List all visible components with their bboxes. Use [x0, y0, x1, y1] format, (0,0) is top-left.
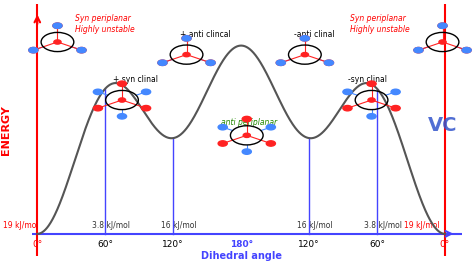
Text: Syn periplanar
Highly unstable: Syn periplanar Highly unstable: [350, 14, 410, 34]
Circle shape: [93, 89, 102, 94]
Circle shape: [439, 40, 446, 44]
Circle shape: [218, 124, 227, 130]
Text: 16 kJ/mol: 16 kJ/mol: [297, 221, 333, 230]
Circle shape: [158, 60, 167, 65]
Circle shape: [182, 36, 191, 41]
Circle shape: [142, 106, 151, 111]
Circle shape: [367, 81, 376, 86]
Circle shape: [391, 106, 400, 111]
Text: 19 kJ/mol: 19 kJ/mol: [404, 221, 440, 230]
Circle shape: [158, 60, 167, 65]
Circle shape: [368, 98, 375, 102]
Text: ENERGY: ENERGY: [0, 105, 10, 155]
Circle shape: [276, 60, 285, 65]
Circle shape: [266, 141, 275, 146]
Circle shape: [182, 36, 191, 41]
Circle shape: [142, 89, 151, 94]
Circle shape: [218, 141, 227, 146]
Text: anti periplanar: anti periplanar: [221, 118, 277, 127]
Circle shape: [462, 47, 471, 53]
Text: 0°: 0°: [440, 240, 450, 250]
Circle shape: [206, 60, 215, 65]
Circle shape: [266, 124, 275, 130]
Circle shape: [118, 98, 126, 102]
Text: 19 kJ/mol: 19 kJ/mol: [2, 221, 38, 230]
Circle shape: [93, 106, 102, 111]
Text: 120°: 120°: [163, 240, 184, 250]
Circle shape: [276, 60, 285, 65]
Circle shape: [53, 23, 62, 28]
Circle shape: [414, 47, 423, 53]
Text: 3.8 kJ/mol: 3.8 kJ/mol: [92, 221, 130, 230]
Circle shape: [77, 47, 86, 53]
Circle shape: [324, 60, 334, 65]
Circle shape: [301, 36, 310, 41]
Circle shape: [242, 116, 251, 122]
Text: 60°: 60°: [97, 240, 113, 250]
Circle shape: [367, 114, 376, 119]
Circle shape: [343, 106, 352, 111]
Circle shape: [343, 89, 352, 94]
Text: 60°: 60°: [369, 240, 385, 250]
Circle shape: [118, 81, 127, 86]
Text: + syn clinal: + syn clinal: [113, 75, 158, 84]
Text: 16 kJ/mol: 16 kJ/mol: [161, 221, 197, 230]
Circle shape: [183, 52, 190, 57]
Text: Syn periplanar
Highly unstable: Syn periplanar Highly unstable: [75, 14, 135, 34]
Circle shape: [53, 23, 62, 28]
Text: Dihedral angle: Dihedral angle: [201, 251, 282, 261]
Circle shape: [438, 23, 447, 28]
Circle shape: [77, 47, 86, 53]
Text: 180°: 180°: [229, 240, 253, 250]
Text: 120°: 120°: [298, 240, 320, 250]
Circle shape: [206, 60, 215, 65]
Circle shape: [29, 47, 38, 53]
Text: -anti clinal: -anti clinal: [294, 30, 335, 39]
Text: VC: VC: [428, 116, 457, 135]
Circle shape: [391, 89, 400, 94]
Circle shape: [54, 40, 61, 44]
Text: 0°: 0°: [32, 240, 43, 250]
Circle shape: [29, 47, 38, 53]
Circle shape: [242, 149, 251, 154]
Text: + anti clincal: + anti clincal: [180, 30, 231, 39]
Circle shape: [462, 47, 471, 53]
Circle shape: [414, 47, 423, 53]
Circle shape: [301, 36, 310, 41]
Text: 3.8 kJ/mol: 3.8 kJ/mol: [364, 221, 401, 230]
Circle shape: [301, 52, 309, 57]
Circle shape: [438, 23, 447, 28]
Text: -syn clinal: -syn clinal: [348, 75, 387, 84]
Circle shape: [243, 133, 250, 138]
Circle shape: [118, 114, 127, 119]
Circle shape: [324, 60, 334, 65]
